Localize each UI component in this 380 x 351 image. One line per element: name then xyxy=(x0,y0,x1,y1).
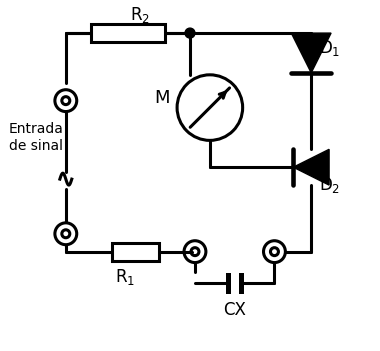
Text: R$_2$: R$_2$ xyxy=(130,5,150,25)
Bar xyxy=(239,272,244,294)
Bar xyxy=(226,272,231,294)
Bar xyxy=(91,24,165,42)
Text: D$_2$: D$_2$ xyxy=(319,175,340,195)
Text: M: M xyxy=(155,89,170,107)
Text: CX: CX xyxy=(223,301,246,319)
Bar xyxy=(111,243,159,260)
Text: R$_1$: R$_1$ xyxy=(116,266,136,286)
Circle shape xyxy=(306,162,316,172)
Text: D$_1$: D$_1$ xyxy=(319,38,340,58)
Circle shape xyxy=(185,28,195,38)
Polygon shape xyxy=(293,149,329,185)
Polygon shape xyxy=(291,33,331,73)
Text: Entrada
de sinal: Entrada de sinal xyxy=(9,122,63,152)
